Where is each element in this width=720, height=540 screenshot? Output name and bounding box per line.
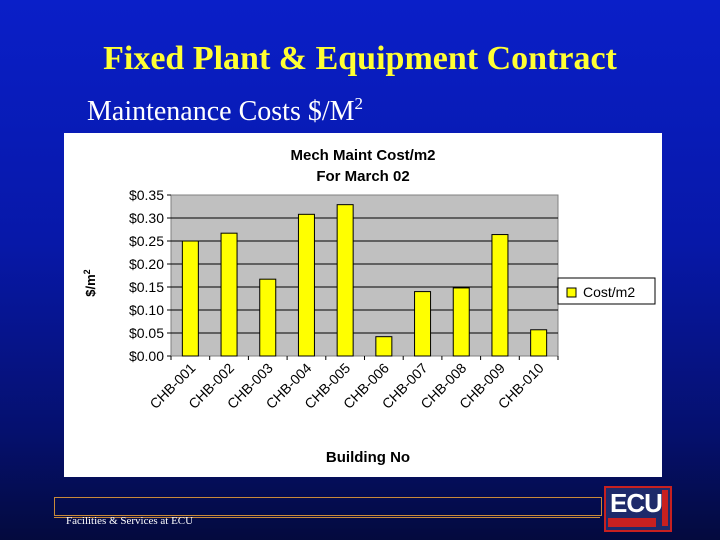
bar	[452, 287, 470, 357]
chart-panel: Mech Maint Cost/m2 For March 02 $0.00 $0.…	[64, 133, 662, 477]
y-tick-label: $0.10	[129, 302, 164, 318]
bar-chart: Mech Maint Cost/m2 For March 02 $0.00$0.…	[82, 147, 656, 466]
y-tick-label: $0.00	[129, 348, 164, 364]
bar	[414, 291, 432, 357]
chart-subtitle: For March 02	[316, 168, 409, 185]
footer-text: Facilities & Services at ECU	[66, 515, 194, 527]
y-axis-ticks: $0.00 $0.05 $0.10 $0.15 $0.20 $0.25 $0.30 $0.35	[129, 187, 171, 364]
logo-letters: ECU	[610, 488, 663, 518]
y-axis-label-text: $/m	[83, 274, 98, 296]
chart-title: Mech Maint Cost/m2	[290, 147, 435, 164]
bar	[530, 329, 548, 357]
y-tick-label: $0.05	[129, 325, 164, 341]
bar	[259, 278, 277, 357]
y-axis-label-superscript: 2	[82, 269, 92, 274]
logo-bar	[608, 518, 656, 527]
bar	[297, 213, 315, 357]
ecu-logo: ECU	[604, 486, 672, 532]
bar	[336, 204, 354, 357]
bars	[181, 204, 548, 357]
x-axis-label: Building No	[326, 449, 410, 466]
bar	[220, 232, 238, 357]
y-tick-label: $0.35	[129, 187, 164, 203]
bar	[181, 240, 199, 357]
logo-side-stripe	[662, 490, 668, 526]
slide-subtitle-text: Maintenance Costs $/M	[87, 96, 355, 127]
footer-box	[54, 497, 602, 516]
legend-label: Cost/m2	[583, 284, 635, 300]
y-tick-label: $0.25	[129, 233, 164, 249]
y-axis-label: $/m2	[82, 269, 98, 296]
slide-title: Fixed Plant & Equipment Contract	[103, 40, 617, 77]
bar	[375, 336, 393, 357]
legend-swatch	[566, 287, 577, 298]
footer-line	[54, 517, 600, 518]
x-axis-ticks: CHB-001CHB-002CHB-003CHB-004CHB-005CHB-0…	[146, 356, 559, 412]
y-tick-label: $0.15	[129, 279, 164, 295]
slide-subtitle: Maintenance Costs $/M2	[87, 94, 363, 128]
y-tick-label: $0.30	[129, 210, 164, 226]
slide-subtitle-superscript: 2	[354, 94, 364, 113]
bar	[491, 234, 509, 357]
y-tick-label: $0.20	[129, 256, 164, 272]
